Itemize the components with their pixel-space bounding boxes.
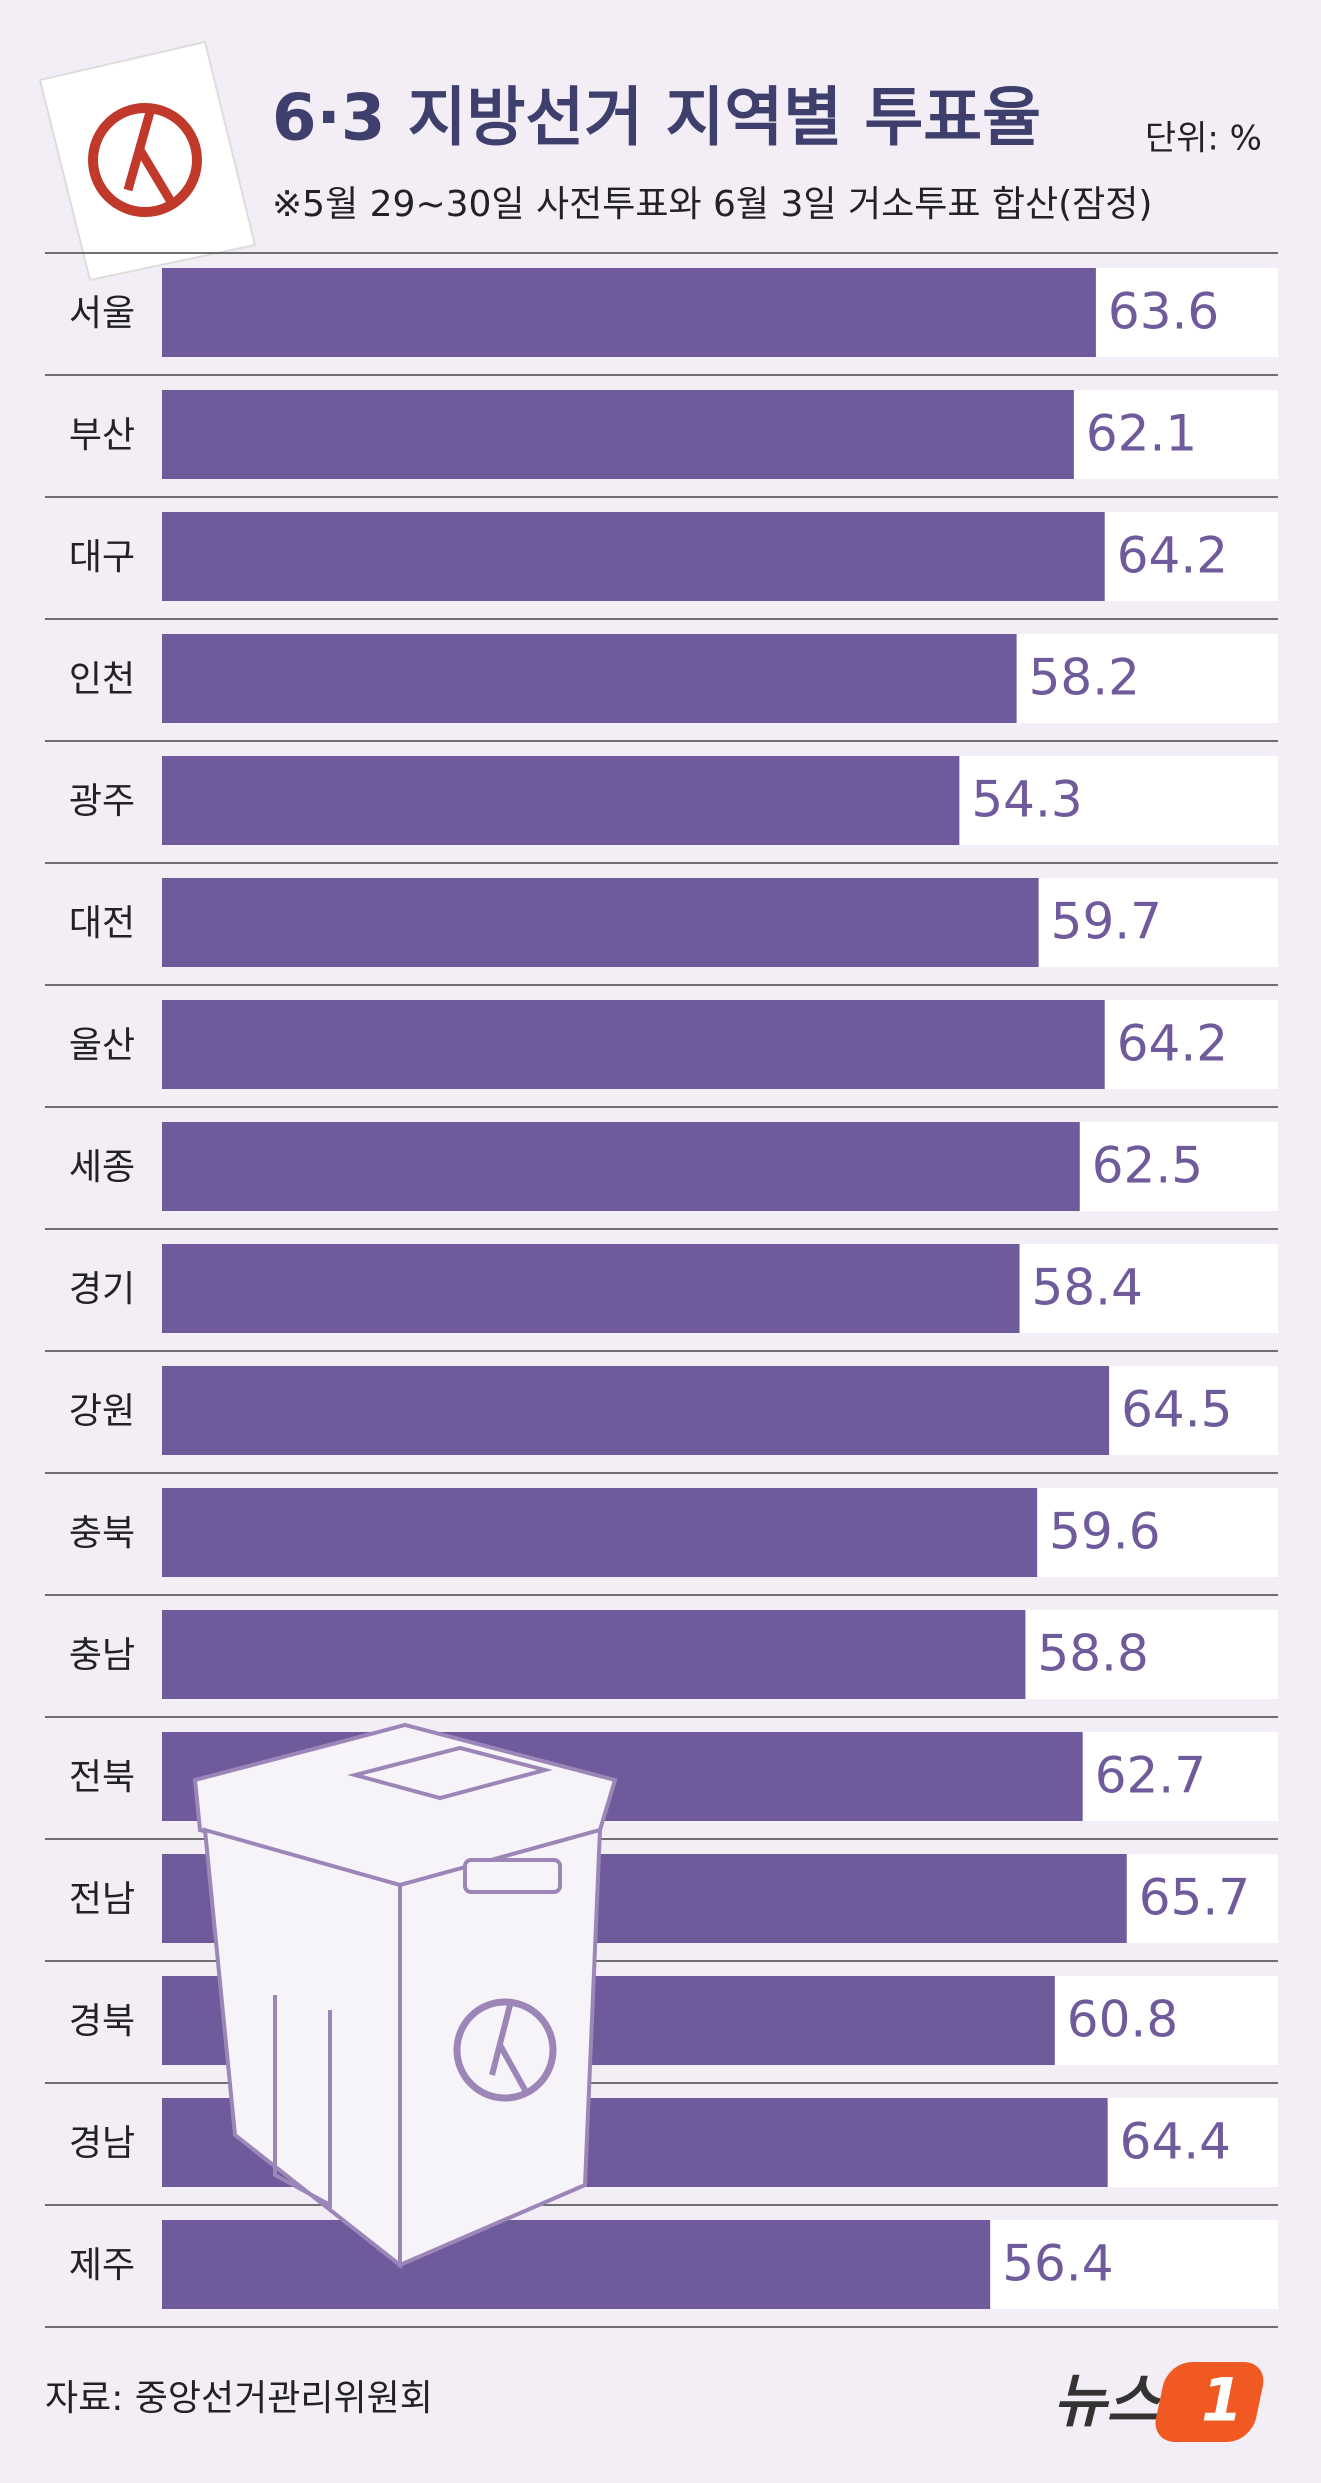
value-label: 63.6 [1108,283,1219,341]
bar [162,1610,1026,1699]
bar [162,268,1096,357]
category-label: 세종 [69,1147,135,1188]
bar [162,2220,991,2309]
ballot-box-illustration [192,1722,618,2270]
bar [162,756,960,845]
bar [162,1488,1038,1577]
logo-text: 뉴스 [1053,2367,1162,2435]
chart-subtitle: ※5월 29~30일 사전투표와 6월 3일 거소투표 합산(잠정) [272,184,1152,225]
bar [162,878,1039,967]
bar [162,1000,1105,1089]
value-label: 62.1 [1086,405,1197,463]
source-note: 자료: 중앙선거관리위원회 [45,2378,433,2419]
value-label: 59.7 [1051,893,1162,951]
value-label: 64.2 [1117,527,1228,585]
value-label: 58.4 [1032,1259,1143,1317]
ballot-paper-icon [38,40,257,282]
value-label: 65.7 [1139,1869,1250,1927]
category-label: 경북 [69,2001,135,2042]
logo-badge [1155,2362,1264,2442]
category-label: 전북 [69,1757,135,1798]
bar [162,390,1074,479]
value-label: 56.4 [1002,2235,1113,2293]
category-label: 전남 [69,1879,135,1920]
value-label: 59.6 [1049,1503,1160,1561]
category-label: 경남 [69,2123,135,2164]
category-label: 경기 [69,1269,135,1310]
category-label: 대전 [69,903,135,944]
category-label: 부산 [69,415,135,456]
logo: 뉴스 1 [1053,2362,1264,2442]
category-label: 인천 [69,659,135,700]
value-label: 64.2 [1117,1015,1228,1073]
category-label: 울산 [69,1025,135,1066]
value-label: 60.8 [1067,1991,1178,2049]
category-label: 강원 [69,1391,135,1432]
category-label: 광주 [69,781,135,822]
value-label: 58.2 [1029,649,1140,707]
category-label: 충북 [69,1513,135,1554]
logo-mark: 1 [1201,2366,1243,2436]
bar [162,1366,1110,1455]
bar [162,1244,1020,1333]
unit-label: 단위: % [1145,119,1262,159]
bar [162,1122,1080,1211]
bar [162,634,1017,723]
category-label: 대구 [69,537,135,578]
category-label: 제주 [69,2245,135,2286]
value-label: 64.4 [1120,2113,1231,2171]
category-label: 서울 [69,293,135,334]
value-label: 58.8 [1037,1625,1148,1683]
category-label: 충남 [69,1635,135,1676]
value-label: 62.7 [1095,1747,1206,1805]
value-label: 62.5 [1092,1137,1203,1195]
bar [162,512,1105,601]
chart-title: 6·3 지방선거 지역별 투표율 [272,82,1041,156]
bar-rows: 63.6 서울 62.1 부산 64.2 대구 58.2 인천 54.3 광주 59.7 대전 64.2… [45,252,1278,2328]
value-label: 54.3 [971,771,1082,829]
value-label: 64.5 [1121,1381,1232,1439]
